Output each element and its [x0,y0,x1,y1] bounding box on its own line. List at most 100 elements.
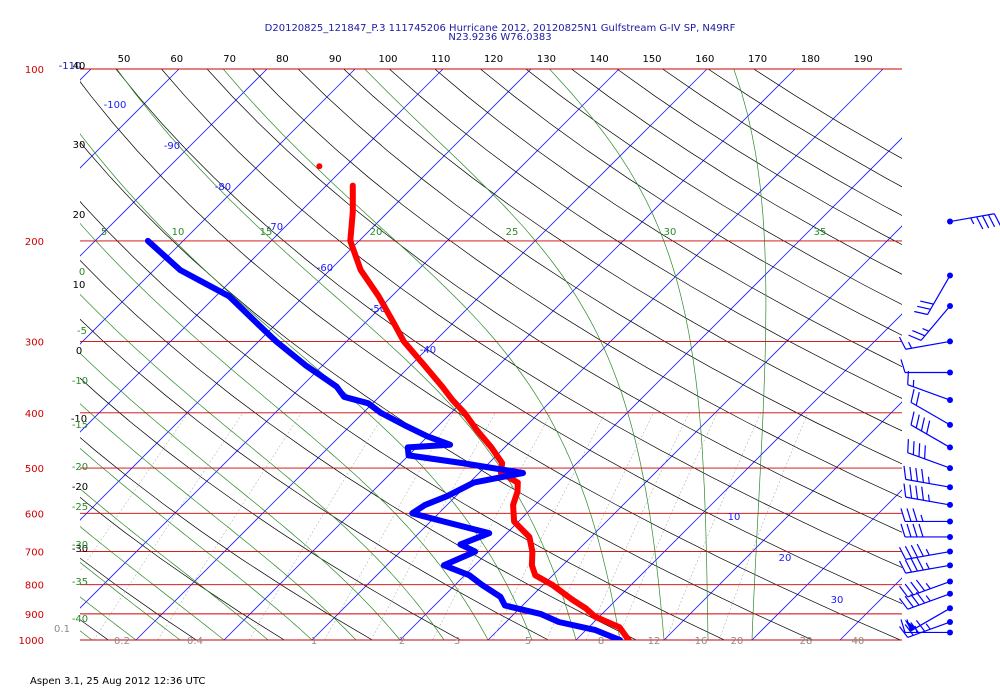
wind-barb-flag [910,544,919,558]
wind-barb-station [947,444,953,451]
wind-barb-flag [976,216,984,230]
dry-adiabat-line [571,69,902,275]
wind-barb-station [947,338,953,345]
isotherm-line [0,69,3,640]
moist-adiabat-label: 35 [814,227,827,238]
wind-barb-flag [903,465,907,480]
left-axis-label: 0 [76,346,82,357]
isotherm-label: -100 [104,100,127,111]
wind-barb-flag [898,336,907,350]
wind-barb [910,411,953,451]
dry-adiabat-line [80,141,813,640]
wind-barb-station [947,272,953,279]
dry-adiabat-line [434,69,902,367]
mixing-ratio-label: 20 [731,636,744,647]
moist-adiabat-label: 30 [664,227,677,238]
wind-barb-station [947,302,953,309]
moist-adiabat-label: -5 [77,326,87,337]
wind-barb-station [947,533,953,540]
left-axis-label: -110 [59,61,82,72]
wind-barb-flag [904,624,914,636]
wind-barb-station [947,484,953,491]
wind-barb-shaft [905,564,951,574]
left-axis-label: 10 [73,280,86,291]
wind-barb-flag [908,334,922,341]
dry-adiabat-line [662,69,902,216]
wind-barb-half-flag [927,494,930,502]
wind-barb-half-flag [907,341,913,349]
moist-adiabat-line [80,293,445,640]
pressure-tick-label: 1000 [19,636,44,647]
wind-barb-station [947,578,953,585]
wind-barb-shaft [907,580,951,598]
isotherm-line [80,69,444,433]
mixing-ratio-line [665,412,761,640]
mixing-ratio-label: 5 [525,636,531,647]
moist-adiabat-line [80,447,313,640]
moist-adiabat-label: 10 [172,227,185,238]
wind-barb-flag [900,619,906,633]
wind-barb-shaft [907,593,951,610]
wind-barb-flag [899,597,909,610]
mixing-ratio-label: 1 [311,636,317,647]
wind-barb-flag [904,559,913,573]
moist-adiabat-label: -35 [72,577,88,588]
moist-adiabat-label: 5 [101,227,107,238]
top-tick-label: 160 [695,54,714,65]
wind-barb-half-flag [922,328,930,332]
temperature-isolated-point [316,163,323,170]
wind-barb-flag [981,215,990,229]
moist-adiabat-line [364,69,665,640]
wind-barb-flag [920,300,934,305]
wind-barb-flag [898,560,907,574]
wind-barb-flag [917,305,931,310]
wind-barb-station [947,605,953,612]
wind-barb-station [947,465,953,472]
wind-barb-flag [915,579,926,592]
pressure-tick-label: 700 [25,548,44,559]
moist-adiabat-label: 15 [260,227,273,238]
wind-barb-flag [912,441,915,455]
isotherm-label: 20 [779,553,792,564]
wind-barb-half-flag [970,217,975,225]
moist-adiabat-line [222,69,621,640]
wind-barb-flag [898,546,907,560]
wind-barb [900,508,953,525]
mixing-ratio-label: 0.2 [114,636,130,647]
wind-barb-shaft [907,384,951,401]
wind-barb [903,465,953,491]
wind-barb [900,523,953,540]
wind-barb-flag [914,310,928,316]
wind-barb [899,619,953,638]
moist-adiabat-line [80,488,269,640]
wind-barb-flag [910,558,919,572]
dry-adiabat-line [161,69,902,568]
dry-adiabat-line [80,619,109,640]
pressure-tick-label: 500 [25,464,44,475]
wind-barb-flag [900,523,906,538]
isotherm-line [399,137,902,640]
moist-adiabat-label: -30 [72,540,88,551]
moist-adiabat-label: -25 [72,502,88,513]
moist-adiabat-line [80,133,533,640]
mixing-ratio-label: 2 [399,636,405,647]
top-tick-label: 70 [223,54,236,65]
dry-adiabat-line [707,69,902,188]
top-tick-label: 180 [801,54,820,65]
dry-adiabat-line [80,81,901,640]
wind-barb-flag [904,595,914,608]
wind-barb-shaft [949,213,995,223]
wind-barb-station [947,218,953,225]
wind-barb [908,302,953,341]
dry-adiabat-line [252,69,902,499]
wind-barb-flag [909,466,913,481]
wind-barb [898,543,953,560]
mixing-ratio-label: 3 [454,636,460,647]
dry-adiabat-line [525,69,902,305]
pressure-tick-label: 600 [25,509,44,520]
isotherm-label: -40 [420,345,436,356]
wind-barb-shaft [905,496,951,506]
isotherm-line [223,69,796,640]
moist-adiabat-label: 0 [79,267,85,278]
